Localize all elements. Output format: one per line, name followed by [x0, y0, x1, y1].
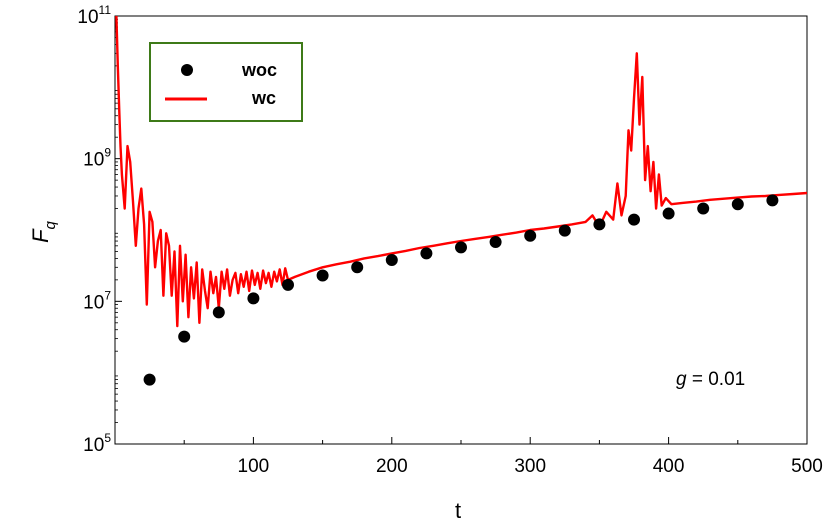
data-point-woc	[178, 330, 191, 343]
data-point-woc	[628, 213, 640, 226]
data-point-woc	[385, 253, 398, 266]
data-point-woc	[316, 269, 329, 282]
x-tick-label: 200	[376, 456, 408, 477]
data-point-woc	[489, 235, 502, 248]
data-point-woc	[212, 306, 225, 319]
legend-label-woc: woc	[241, 60, 277, 80]
data-point-woc	[662, 207, 675, 220]
data-point-woc	[247, 292, 260, 305]
data-point-woc	[731, 198, 744, 211]
legend-box	[149, 42, 303, 122]
series-line-wc	[115, 15, 808, 328]
data-point-woc	[143, 373, 156, 386]
data-point-woc	[282, 278, 294, 291]
y-tick-label: 107	[83, 288, 111, 313]
y-tick-label: 105	[83, 431, 111, 456]
data-point-woc	[558, 224, 571, 237]
x-axis: 100 200 300 400 500	[183, 437, 823, 477]
parameter-annotation: g = 0.01	[676, 369, 745, 390]
legend: woc wc	[149, 42, 303, 122]
data-point-woc	[351, 261, 364, 274]
x-tick-label: 300	[514, 456, 546, 477]
data-point-woc	[593, 218, 606, 231]
x-tick-label: 100	[238, 456, 270, 477]
plot-area	[115, 15, 808, 386]
data-point-woc	[455, 241, 467, 254]
y-axis: 105 107 109 1011	[77, 3, 122, 456]
y-tick-label: 1011	[77, 3, 111, 28]
data-point-woc	[766, 194, 779, 207]
x-tick-label: 400	[653, 456, 685, 477]
legend-marker-woc	[181, 64, 193, 76]
data-point-woc	[420, 247, 433, 260]
x-tick-label: 500	[791, 456, 823, 477]
data-point-woc	[524, 229, 537, 242]
x-axis-title: t	[455, 498, 461, 523]
y-axis-title: Fq	[28, 220, 59, 242]
y-tick-label: 109	[83, 146, 111, 171]
legend-label-wc: wc	[251, 88, 276, 108]
data-point-woc	[697, 202, 710, 215]
